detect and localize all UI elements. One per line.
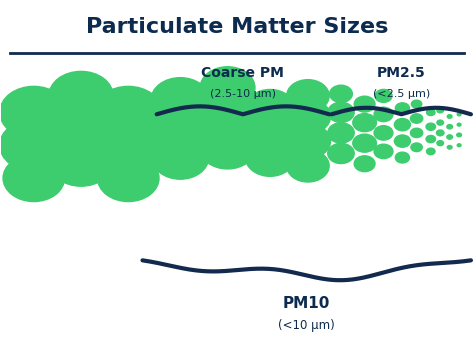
Circle shape <box>395 152 410 163</box>
Circle shape <box>426 135 436 143</box>
Circle shape <box>457 113 461 116</box>
Text: Particulate Matter Sizes: Particulate Matter Sizes <box>86 17 388 37</box>
Circle shape <box>49 137 113 186</box>
Circle shape <box>94 87 162 138</box>
Circle shape <box>98 155 159 202</box>
Circle shape <box>374 126 393 140</box>
Circle shape <box>287 80 329 112</box>
Circle shape <box>447 146 452 149</box>
Text: Coarse PM: Coarse PM <box>201 66 284 80</box>
Circle shape <box>246 114 295 152</box>
Circle shape <box>354 156 375 172</box>
Circle shape <box>395 103 410 114</box>
Circle shape <box>427 109 435 115</box>
Circle shape <box>47 103 115 155</box>
Circle shape <box>457 123 461 126</box>
Circle shape <box>411 100 422 108</box>
Circle shape <box>200 67 255 109</box>
Circle shape <box>457 133 462 137</box>
Circle shape <box>410 114 423 123</box>
Circle shape <box>353 134 376 152</box>
Circle shape <box>437 120 444 125</box>
Text: (<10 μm): (<10 μm) <box>278 319 335 332</box>
Circle shape <box>447 135 453 139</box>
Circle shape <box>394 118 410 131</box>
Circle shape <box>151 77 210 122</box>
Circle shape <box>437 130 444 136</box>
Circle shape <box>94 119 162 171</box>
Circle shape <box>374 144 393 159</box>
Circle shape <box>394 135 410 147</box>
Text: PM10: PM10 <box>283 296 330 311</box>
Circle shape <box>374 107 393 122</box>
Circle shape <box>410 128 423 138</box>
Circle shape <box>49 71 113 121</box>
Circle shape <box>287 150 329 182</box>
Circle shape <box>246 139 295 176</box>
Circle shape <box>437 141 444 146</box>
Circle shape <box>447 125 453 129</box>
Circle shape <box>199 95 256 138</box>
Text: PM2.5: PM2.5 <box>377 66 426 80</box>
Text: (<2.5 μm): (<2.5 μm) <box>373 89 430 100</box>
Circle shape <box>246 89 295 127</box>
Circle shape <box>353 114 376 132</box>
Circle shape <box>199 126 256 169</box>
Circle shape <box>0 87 68 138</box>
Circle shape <box>328 143 354 164</box>
Circle shape <box>285 124 330 159</box>
Circle shape <box>3 155 64 202</box>
Circle shape <box>0 119 68 171</box>
Circle shape <box>328 123 354 143</box>
Circle shape <box>354 96 375 112</box>
Circle shape <box>457 144 461 147</box>
Circle shape <box>411 143 422 152</box>
Circle shape <box>437 108 444 113</box>
Circle shape <box>427 148 435 155</box>
Circle shape <box>447 115 452 118</box>
Circle shape <box>285 99 330 134</box>
Circle shape <box>328 102 354 122</box>
Text: (2.5-10 μm): (2.5-10 μm) <box>210 89 276 100</box>
Circle shape <box>329 85 352 102</box>
Circle shape <box>152 136 209 179</box>
Circle shape <box>426 123 436 130</box>
Circle shape <box>375 89 392 102</box>
Circle shape <box>151 106 210 151</box>
